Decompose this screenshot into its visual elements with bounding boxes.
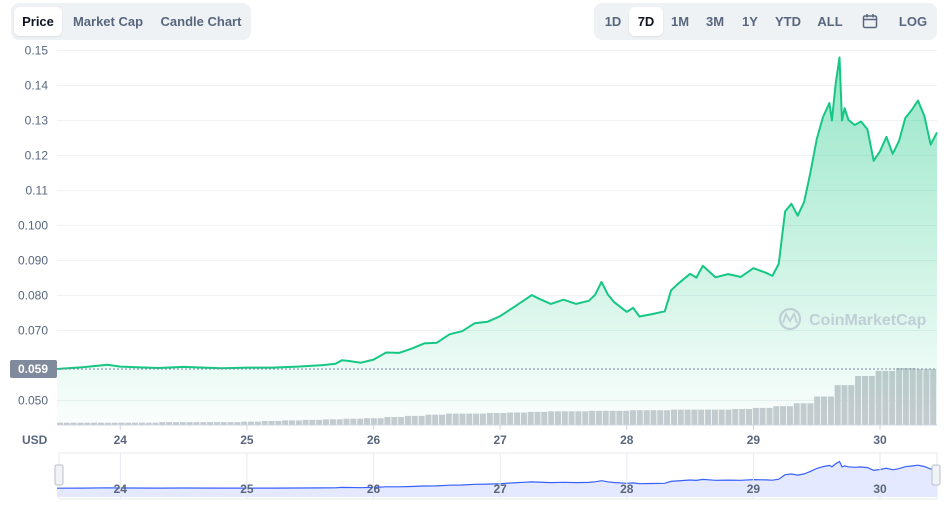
watermark-text: CoinMarketCap [809,312,927,329]
navigator-tick-label: 26 [367,482,381,496]
calendar-icon[interactable] [856,7,884,36]
navigator-tick-label: 30 [873,482,887,496]
x-tick-label: 26 [367,433,381,447]
navigator-tick-label: 24 [114,482,128,496]
y-tick-label: 0.15 [25,44,49,58]
range-1y[interactable]: 1Y [742,14,758,29]
y-tick-label: 0.070 [18,324,48,338]
navigator[interactable]: 24 25 26 27 28 29 30 [54,452,941,500]
x-tick-label: 25 [240,433,254,447]
range-7d[interactable]: 7D [629,7,663,36]
calendar-glyph [862,14,878,29]
current-price-badge [10,360,57,378]
y-tick-label: 0.11 [26,184,49,198]
y-tick-label: 0.080 [18,289,48,303]
navigator-tick-label: 25 [240,482,254,496]
tab-candle-chart[interactable]: Candle Chart [160,14,242,29]
chart-type-tabs: Price Market Cap Candle Chart [11,3,251,40]
y-tick-label: 0.14 [25,79,49,93]
y-tick-label: 0.13 [25,114,49,128]
range-ytd[interactable]: YTD [775,14,801,29]
navigator-line [56,460,938,489]
tab-market-cap[interactable]: Market Cap [72,14,144,29]
tab-price[interactable]: Price [14,7,62,36]
watermark: CoinMarketCap [778,307,927,331]
range-all[interactable]: ALL [817,14,843,29]
x-tick-label: 24 [114,433,128,447]
y-tick-label: 0.050 [18,394,48,408]
range-log[interactable]: LOG [898,14,928,29]
currency-label: USD [22,433,48,447]
y-axis-ticks: 0.050 0.070 0.080 0.090 0.100 0.11 0.12 0.13 0.1… [18,44,48,408]
range-1d[interactable]: 1D [604,14,622,29]
time-range-tabs: 1D 7D 1M 3M 1Y YTD ALL LOG [594,3,937,40]
x-axis-ticks: 24 25 26 27 28 29 30 [114,425,887,447]
navigator-ticks: 24 25 26 27 28 29 30 [114,453,887,499]
y-tick-label: 0.090 [18,254,48,268]
range-1m[interactable]: 1M [670,14,690,29]
y-tick-label: 0.12 [25,149,49,163]
y-tick-label: 0.100 [18,219,48,233]
x-tick-label: 27 [493,433,507,447]
navigator-left-handle[interactable] [54,464,64,486]
navigator-tick-label: 29 [747,482,761,496]
navigator-tick-label: 27 [493,482,507,496]
price-line [56,56,938,370]
navigator-tick-label: 28 [620,482,634,496]
navigator-right-handle[interactable] [931,464,941,486]
x-tick-label: 30 [873,433,887,447]
x-tick-label: 29 [747,433,761,447]
current-price-label: 0.059 [18,362,48,376]
x-tick-label: 28 [620,433,634,447]
price-area [57,57,937,425]
range-3m[interactable]: 3M [705,14,725,29]
